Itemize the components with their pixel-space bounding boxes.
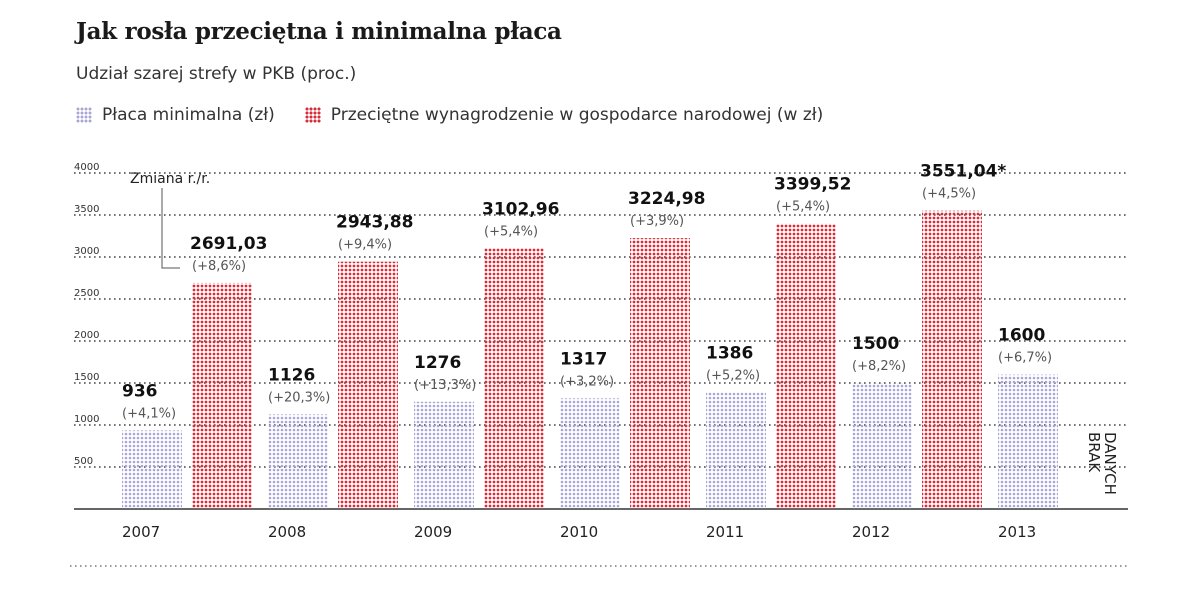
x-tick-label: 2010	[560, 523, 598, 541]
value-label-avg: 2943,88	[336, 213, 413, 233]
value-label-min: 1276	[414, 353, 461, 373]
no-data-label-line1: BRAK	[1085, 432, 1103, 473]
bar-avg-2007	[192, 282, 252, 509]
change-label-min: (+6,7%)	[998, 351, 1052, 366]
bar-avg-2008	[338, 261, 398, 509]
y-tick-label: 3500	[74, 204, 99, 215]
change-label-avg: (+4,5%)	[922, 187, 976, 202]
y-tick-label: 3000	[74, 246, 99, 257]
change-label-avg: (+5,4%)	[776, 199, 830, 214]
value-label-avg: 3399,52	[774, 174, 851, 194]
y-tick-label: 1500	[74, 372, 99, 383]
value-label-min: 936	[122, 381, 158, 401]
value-label-min: 1386	[706, 344, 753, 364]
value-label-min: 1500	[852, 334, 899, 354]
x-tick-label: 2012	[852, 523, 890, 541]
legend: Płaca minimalna (zł) Przeciętne wynagrod…	[76, 105, 853, 125]
bar-avg-2012	[922, 210, 982, 509]
y-tick-label: 1000	[74, 414, 99, 425]
change-label-min: (+13,3%)	[414, 378, 476, 393]
legend-label-avg: Przeciętne wynagrodzenie w gospodarce na…	[330, 105, 824, 125]
legend-swatch-min	[76, 107, 92, 123]
value-label-avg: 3102,96	[482, 199, 559, 219]
chart-title: Jak rosła przeciętna i minimalna płaca	[76, 18, 562, 45]
y-tick-label: 500	[74, 456, 93, 467]
change-label-avg: (+9,4%)	[338, 238, 392, 253]
change-annotation: Zmiana r./r.	[130, 171, 210, 187]
x-tick-label: 2008	[268, 523, 306, 541]
bar-min-2008	[268, 414, 328, 509]
no-data-label-line2: DANYCH	[1101, 432, 1119, 495]
change-label-min: (+4,1%)	[122, 406, 176, 421]
annotation-leader	[161, 188, 180, 269]
x-tick-label: 2007	[122, 523, 160, 541]
legend-label-min: Płaca minimalna (zł)	[102, 105, 275, 125]
change-label-min: (+8,2%)	[852, 359, 906, 374]
y-tick-label: 2500	[74, 288, 99, 299]
x-tick-label: 2009	[414, 523, 452, 541]
value-label-min: 1600	[998, 326, 1045, 346]
x-tick-label: 2013	[998, 523, 1036, 541]
value-label-avg: 3551,04*	[920, 162, 1006, 182]
bar-min-2010	[560, 398, 620, 509]
legend-item-avg: Przeciętne wynagrodzenie w gospodarce na…	[304, 105, 824, 125]
change-label-avg: (+3,9%)	[630, 214, 684, 229]
chart-subtitle: Udział szarej strefy w PKB (proc.)	[76, 64, 357, 84]
change-label-min: (+5,2%)	[706, 369, 760, 384]
legend-item-min: Płaca minimalna (zł)	[76, 105, 275, 125]
change-label-avg: (+5,4%)	[484, 224, 538, 239]
legend-swatch-avg	[304, 107, 321, 123]
bar-avg-2009	[484, 248, 544, 509]
value-label-avg: 3224,98	[628, 189, 705, 209]
bar-min-2013	[998, 374, 1058, 509]
bar-min-2009	[414, 401, 474, 509]
value-label-min: 1126	[268, 365, 315, 385]
x-tick-label: 2011	[706, 523, 744, 541]
change-label-min: (+20,3%)	[268, 390, 330, 405]
change-label-min: (+3,2%)	[560, 374, 614, 389]
value-label-min: 1317	[560, 349, 607, 369]
y-tick-label: 2000	[74, 330, 99, 341]
change-label-avg: (+8,6%)	[192, 259, 246, 274]
bar-min-2012	[852, 383, 912, 509]
y-tick-label: 4000	[74, 162, 99, 173]
bar-min-2011	[706, 392, 766, 509]
bar-min-2007	[122, 430, 182, 509]
bar-avg-2011	[776, 223, 836, 510]
bar-avg-2010	[630, 238, 690, 509]
value-label-avg: 2691,03	[190, 234, 267, 254]
